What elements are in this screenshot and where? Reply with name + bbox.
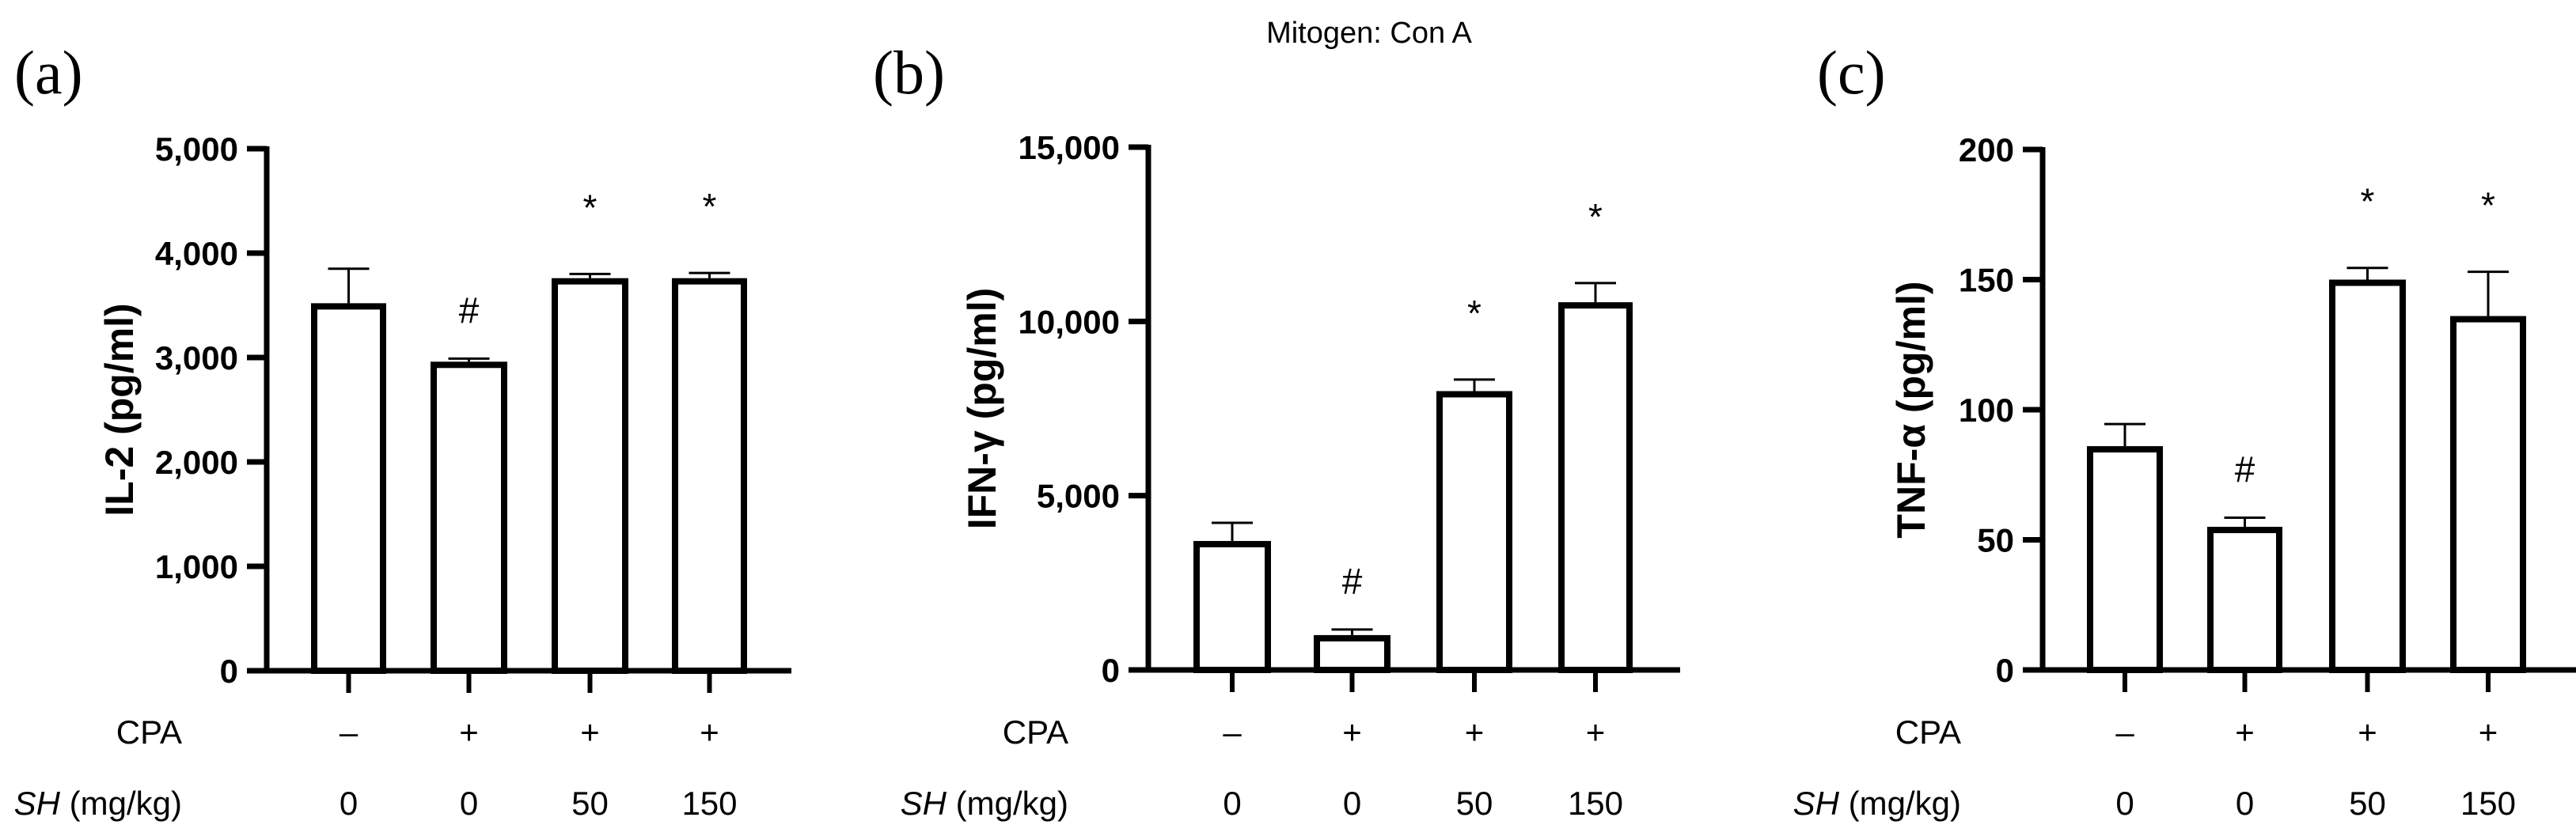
cpa-row-label: CPA [116,713,182,751]
bar [1314,634,1390,674]
significance-marker: # [459,289,480,331]
y-tick-label: 0 [1996,652,2014,689]
bar [2329,279,2406,673]
cpa-value: + [1465,713,1485,751]
significance-marker: * [1588,196,1603,237]
bar [1558,302,1633,673]
sh-dose-value: 0 [1343,785,1361,822]
significance-marker: # [1342,561,1363,602]
cpa-row-label: CPA [1895,713,1961,751]
sh-row-label: SH (mg/kg) [14,785,182,822]
panel-label: (b) [873,38,945,107]
sh-label-unit: (mg/kg) [1839,785,1961,822]
bar [2207,527,2282,673]
y-tick-label: 15,000 [1019,129,1120,166]
cpa-value: – [340,713,359,751]
y-tick-label: 50 [1977,522,2014,559]
sh-label-italic: SH [14,785,61,822]
cpa-value: + [1586,713,1606,751]
sh-label-unit: (mg/kg) [60,785,182,822]
y-tick-label: 1,000 [155,548,238,585]
panel-b: (b) 0 5,000 10,000 15,000 IFN-γ (pg/ml) CPA SH … [873,38,1680,822]
panel-label: (a) [14,38,83,107]
y-tick-label: 4,000 [155,235,238,272]
panel-c: (c) 0 50 100 150 200 TNF-α (pg/ml) CPA SH (mg/kg… [1793,38,2576,822]
bar [1193,540,1271,673]
bar [552,278,628,674]
bar [672,278,747,674]
y-tick-label: 0 [1102,652,1120,689]
sh-dose-value: 150 [2460,785,2516,822]
sh-dose-value: 50 [2349,785,2386,822]
cpa-value: + [2479,713,2498,751]
sh-row-label: SH (mg/kg) [901,785,1068,822]
panel-a: (a) 0 1,000 2,000 3,000 4,000 5,000 IL-2 (pg/ml… [14,38,791,822]
y-axis-label: IL-2 (pg/ml) [97,303,142,516]
y-tick-label: 5,000 [1037,478,1120,515]
cpa-row-label: CPA [1003,713,1068,751]
sh-dose-value: 0 [460,785,478,822]
significance-marker: * [583,187,598,228]
bar [2450,316,2526,673]
cpa-value: + [2358,713,2377,751]
sh-dose-value: 0 [1223,785,1241,822]
bar [2087,446,2163,673]
sh-row-label: SH (mg/kg) [1793,785,1961,822]
sh-dose-value: 0 [340,785,358,822]
bar [311,303,386,674]
significance-marker: # [2235,449,2255,490]
y-axis-label: IFN-γ (pg/ml) [960,288,1004,530]
cpa-value: + [459,713,479,751]
sh-label-italic: SH [1793,785,1840,822]
cpa-value: – [1223,713,1242,751]
figure-title: Mitogen: Con A [1266,17,1472,50]
y-tick-label: 3,000 [155,339,238,376]
y-tick-label: 5,000 [155,131,238,168]
sh-dose-value: 150 [1568,785,1623,822]
significance-marker: * [1467,293,1481,334]
cpa-value: – [2115,713,2134,751]
cpa-value: + [2235,713,2255,751]
y-axis-label: TNF-α (pg/ml) [1889,281,1933,538]
significance-marker: * [703,186,717,227]
sh-dose-value: 0 [2115,785,2134,822]
panel-label: (c) [1817,38,1886,107]
y-tick-label: 100 [1959,392,2014,429]
y-tick-label: 0 [220,653,238,690]
sh-label-unit: (mg/kg) [947,785,1068,822]
cpa-value: + [580,713,600,751]
bar [431,361,507,674]
sh-dose-value: 150 [681,785,737,822]
y-tick-label: 10,000 [1019,303,1120,340]
y-tick-label: 2,000 [155,444,238,481]
cpa-value: + [1342,713,1362,751]
bar [1436,391,1512,673]
cpa-value: + [700,713,719,751]
sh-dose-value: 50 [571,785,609,822]
significance-marker: * [2361,181,2375,222]
significance-marker: * [2481,185,2495,226]
y-tick-label: 200 [1959,131,2014,168]
sh-dose-value: 50 [1456,785,1493,822]
sh-dose-value: 0 [2236,785,2254,822]
sh-label-italic: SH [901,785,947,822]
y-tick-label: 150 [1959,262,2014,299]
